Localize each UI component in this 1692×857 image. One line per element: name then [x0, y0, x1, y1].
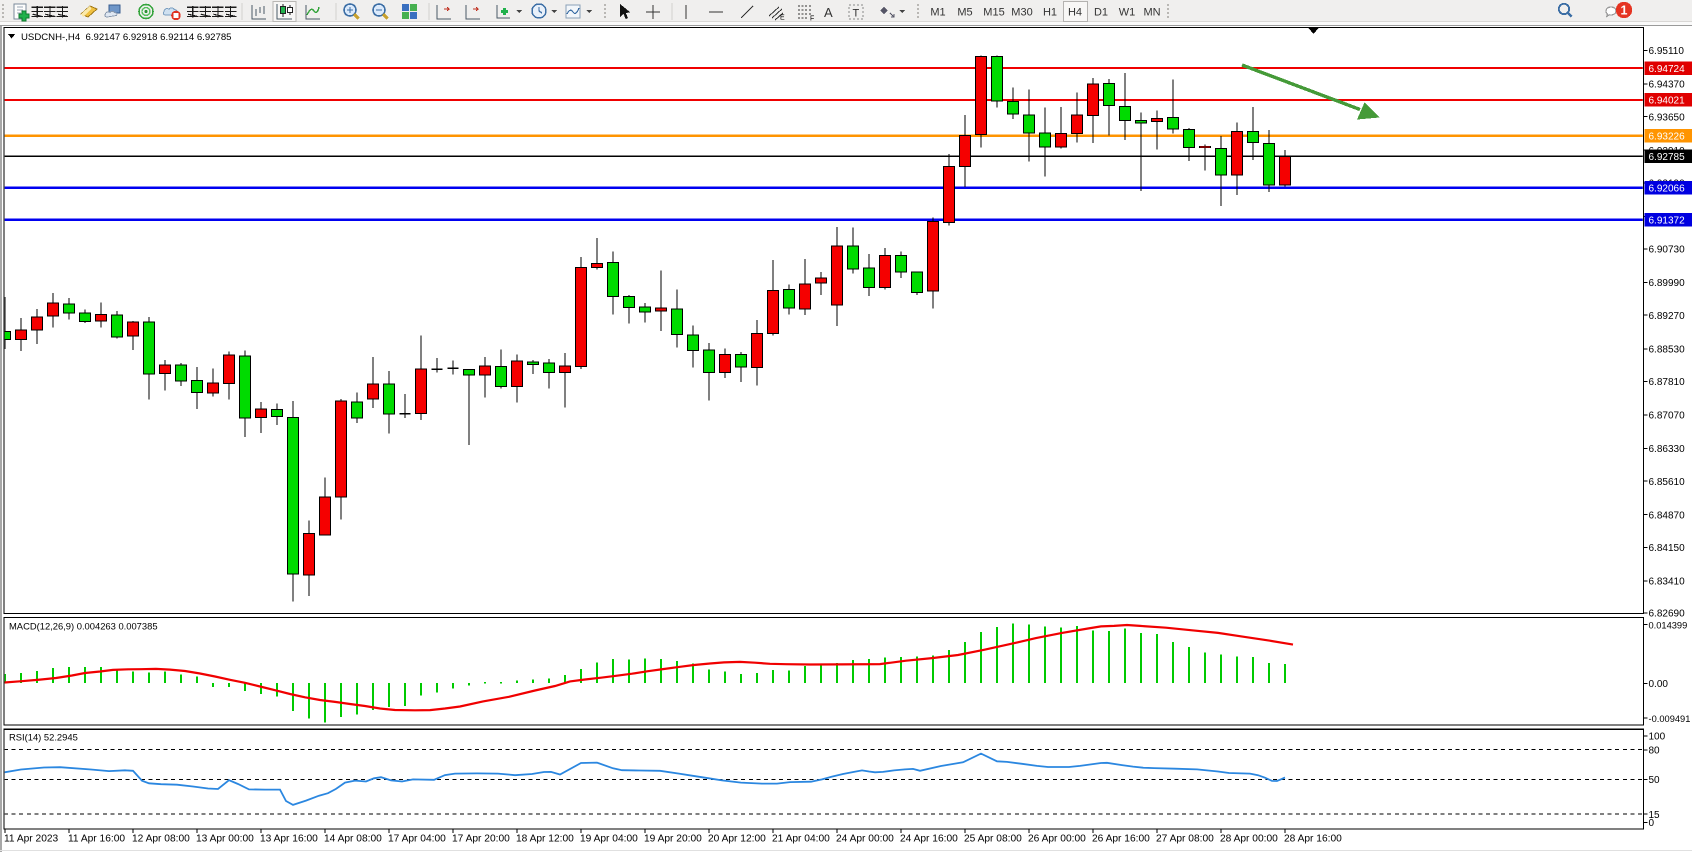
svg-text:1: 1 — [1621, 4, 1628, 18]
svg-text:17 Apr 20:00: 17 Apr 20:00 — [452, 834, 510, 845]
svg-text:6.94370: 6.94370 — [1649, 80, 1686, 91]
svg-text:W1: W1 — [1119, 7, 1136, 19]
svg-text:0.00: 0.00 — [1649, 679, 1669, 690]
svg-text:13 Apr 00:00: 13 Apr 00:00 — [196, 834, 254, 845]
svg-text:USDCNH-,H4 6.92147 6.92918 6.: USDCNH-,H4 6.92147 6.92918 6.92114 6.927… — [21, 32, 232, 43]
svg-text:12 Apr 08:00: 12 Apr 08:00 — [132, 834, 190, 845]
svg-text:6.91372: 6.91372 — [1649, 216, 1686, 227]
svg-text:6.87810: 6.87810 — [1649, 377, 1686, 388]
svg-text:6.84870: 6.84870 — [1649, 510, 1686, 521]
svg-text:6.89990: 6.89990 — [1649, 278, 1686, 289]
svg-text:24 Apr 00:00: 24 Apr 00:00 — [836, 834, 894, 845]
svg-text:11 Apr 16:00: 11 Apr 16:00 — [68, 834, 125, 845]
svg-text:17 Apr 04:00: 17 Apr 04:00 — [388, 834, 446, 845]
svg-text:6.82690: 6.82690 — [1649, 609, 1686, 620]
svg-text:M15: M15 — [983, 7, 1004, 19]
svg-text:21 Apr 04:00: 21 Apr 04:00 — [772, 834, 830, 845]
svg-text:M30: M30 — [1011, 7, 1032, 19]
svg-text:T: T — [853, 8, 860, 20]
svg-text:6.94724: 6.94724 — [1649, 64, 1686, 75]
svg-text:0.014399: 0.014399 — [1649, 620, 1688, 630]
svg-text:19 Apr 04:00: 19 Apr 04:00 — [580, 834, 638, 845]
svg-text:6.94021: 6.94021 — [1649, 96, 1686, 107]
svg-text:6.88530: 6.88530 — [1649, 344, 1686, 355]
svg-text:6.89270: 6.89270 — [1649, 311, 1686, 322]
svg-text:-0.009491: -0.009491 — [1649, 714, 1691, 724]
svg-text:6.84150: 6.84150 — [1649, 543, 1686, 554]
svg-text:50: 50 — [1649, 775, 1661, 786]
svg-text:6.93650: 6.93650 — [1649, 112, 1686, 123]
svg-text:25 Apr 08:00: 25 Apr 08:00 — [964, 834, 1022, 845]
svg-text:24 Apr 16:00: 24 Apr 16:00 — [900, 834, 958, 845]
svg-text:27 Apr 08:00: 27 Apr 08:00 — [1156, 834, 1214, 845]
svg-text:100: 100 — [1649, 732, 1666, 743]
svg-text:26 Apr 16:00: 26 Apr 16:00 — [1092, 834, 1150, 845]
svg-text:6.90730: 6.90730 — [1649, 245, 1686, 256]
svg-text:6.93226: 6.93226 — [1649, 132, 1686, 143]
svg-text:6.87070: 6.87070 — [1649, 411, 1686, 422]
svg-text:H4: H4 — [1068, 7, 1082, 19]
svg-text:28 Apr 00:00: 28 Apr 00:00 — [1220, 834, 1278, 845]
svg-text:20 Apr 12:00: 20 Apr 12:00 — [708, 834, 766, 845]
svg-text:14 Apr 08:00: 14 Apr 08:00 — [324, 834, 382, 845]
svg-text:M5: M5 — [957, 7, 972, 19]
svg-text:6.85610: 6.85610 — [1649, 477, 1686, 488]
svg-text:28 Apr 16:00: 28 Apr 16:00 — [1284, 834, 1342, 845]
svg-text:H1: H1 — [1043, 7, 1057, 19]
svg-text:D1: D1 — [1094, 7, 1108, 19]
svg-text:6.83410: 6.83410 — [1649, 577, 1686, 588]
svg-text:6.92785: 6.92785 — [1649, 152, 1686, 163]
svg-text:11 Apr 2023: 11 Apr 2023 — [4, 834, 59, 845]
svg-text:6.86330: 6.86330 — [1649, 444, 1686, 455]
svg-text:6.92066: 6.92066 — [1649, 184, 1686, 195]
svg-text:F: F — [810, 16, 814, 23]
svg-text:M1: M1 — [930, 7, 945, 19]
svg-text:26 Apr 00:00: 26 Apr 00:00 — [1028, 834, 1086, 845]
svg-text:MN: MN — [1143, 7, 1160, 19]
svg-text:0: 0 — [1649, 818, 1655, 829]
svg-text:RSI(14) 52.2945: RSI(14) 52.2945 — [9, 732, 78, 743]
svg-text:E: E — [780, 15, 785, 22]
svg-text:MACD(12,26,9) 0.004263 0.00738: MACD(12,26,9) 0.004263 0.007385 — [9, 621, 158, 632]
svg-text:A: A — [824, 5, 833, 20]
svg-text:13 Apr 16:00: 13 Apr 16:00 — [260, 834, 318, 845]
svg-text:18 Apr 12:00: 18 Apr 12:00 — [516, 834, 574, 845]
svg-text:6.95110: 6.95110 — [1649, 46, 1685, 57]
svg-text:80: 80 — [1649, 746, 1661, 757]
svg-text:19 Apr 20:00: 19 Apr 20:00 — [644, 834, 702, 845]
